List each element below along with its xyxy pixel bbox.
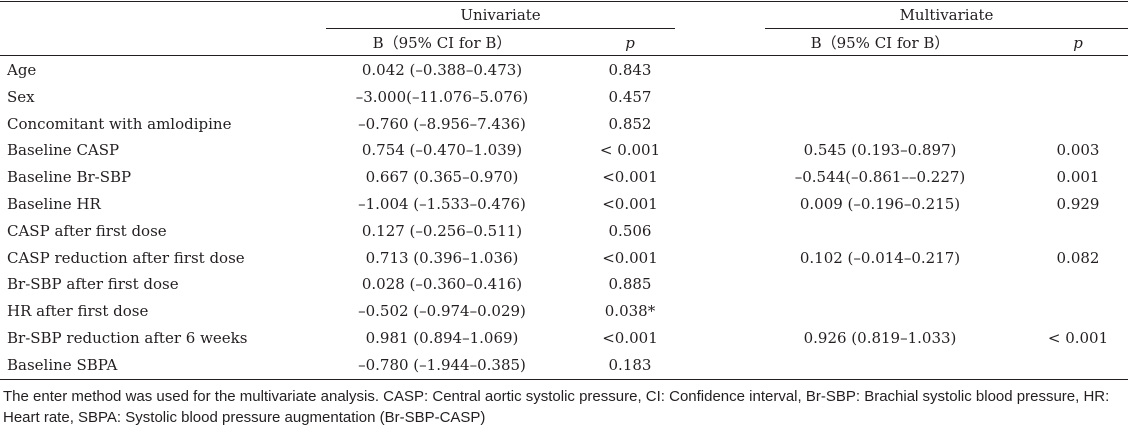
- row-label: Br-SBP reduction after 6 weeks: [7, 329, 248, 347]
- row-label: Baseline HR: [7, 195, 101, 213]
- multivariate-p: 0.001: [1056, 168, 1100, 186]
- univariate-b-ci: 0.028 (–0.360–0.416): [361, 275, 523, 293]
- multivariate-b-ci: 0.926 (0.819–1.033): [803, 329, 957, 347]
- row-label: Baseline SBPA: [7, 356, 118, 374]
- univariate-b-ci: 0.042 (–0.388–0.473): [361, 61, 523, 79]
- row-label: Age: [7, 61, 37, 79]
- row-label: Baseline CASP: [7, 141, 120, 159]
- univariate-rule: [326, 28, 675, 29]
- univariate-b-ci: 0.981 (0.894–1.069): [365, 329, 519, 347]
- univariate-b-ci: –0.780 (–1.944–0.385): [358, 356, 526, 374]
- univariate-p: 0.506: [608, 222, 652, 240]
- univariate-b-ci: 0.667 (0.365–0.970): [365, 168, 519, 186]
- univariate-p: 0.038*: [604, 302, 656, 320]
- univariate-p-header: p: [625, 34, 635, 52]
- univariate-b-ci: –1.004 (–1.533–0.476): [358, 195, 526, 213]
- table-footnote: The enter method was used for the multiv…: [3, 388, 1110, 426]
- multivariate-b-ci: 0.545 (0.193–0.897): [803, 141, 957, 159]
- univariate-p: <0.001: [602, 195, 658, 213]
- univariate-b-ci: 0.713 (0.396–1.036): [365, 249, 519, 267]
- multivariate-b-ci: 0.102 (–0.014–0.217): [799, 249, 961, 267]
- multivariate-p-header: p: [1073, 34, 1083, 52]
- row-label: CASP reduction after first dose: [7, 249, 245, 267]
- multivariate-b-ci-header: B（95% CI for B）: [810, 34, 950, 52]
- univariate-b-ci: –3.000(–11.076–5.076): [355, 88, 529, 106]
- multivariate-header: Multivariate: [899, 6, 994, 24]
- univariate-p: <0.001: [602, 168, 658, 186]
- header-rule: [0, 55, 1128, 56]
- multivariate-b-ci: 0.009 (–0.196–0.215): [799, 195, 961, 213]
- univariate-p: 0.457: [608, 88, 652, 106]
- row-label: CASP after first dose: [7, 222, 167, 240]
- multivariate-p: 0.082: [1056, 249, 1100, 267]
- row-label: Sex: [7, 88, 35, 106]
- multivariate-p: < 0.001: [1047, 329, 1109, 347]
- multivariate-rule: [765, 28, 1128, 29]
- univariate-b-ci: 0.127 (–0.256–0.511): [361, 222, 523, 240]
- multivariate-p: 0.929: [1056, 195, 1100, 213]
- multivariate-p: 0.003: [1056, 141, 1100, 159]
- univariate-p: <0.001: [602, 249, 658, 267]
- row-label: Concomitant with amlodipine: [7, 115, 232, 133]
- row-label: HR after first dose: [7, 302, 149, 320]
- univariate-p: <0.001: [602, 329, 658, 347]
- univariate-b-ci-header: B（95% CI for B）: [372, 34, 512, 52]
- top-rule: [0, 1, 1128, 2]
- univariate-p: < 0.001: [599, 141, 661, 159]
- univariate-p: 0.183: [608, 356, 652, 374]
- univariate-p: 0.885: [608, 275, 652, 293]
- univariate-p: 0.843: [608, 61, 652, 79]
- univariate-b-ci: –0.760 (–8.956–7.436): [358, 115, 526, 133]
- row-label: Baseline Br-SBP: [7, 168, 132, 186]
- multivariate-b-ci: –0.544(–0.861––0.227): [794, 168, 966, 186]
- univariate-b-ci: –0.502 (–0.974–0.029): [358, 302, 526, 320]
- univariate-header: Univariate: [460, 6, 541, 24]
- row-label: Br-SBP after first dose: [7, 275, 179, 293]
- univariate-b-ci: 0.754 (–0.470–1.039): [361, 141, 523, 159]
- bottom-rule: [0, 379, 1128, 380]
- univariate-p: 0.852: [608, 115, 652, 133]
